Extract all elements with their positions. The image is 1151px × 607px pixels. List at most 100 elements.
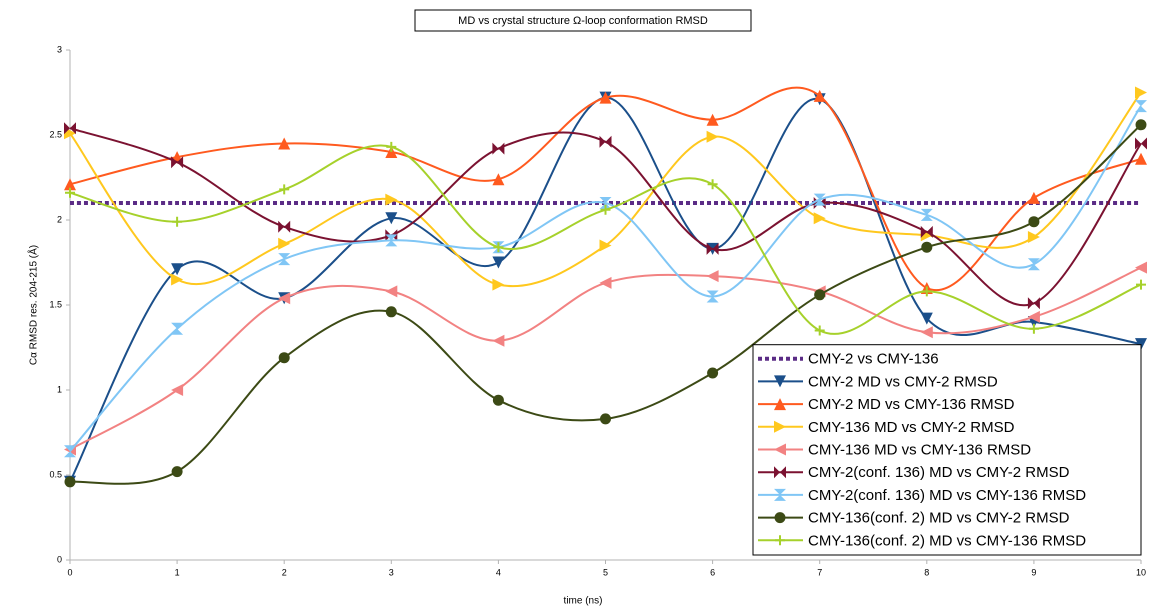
legend-label: CMY-136(conf. 2) MD vs CMY-2 RMSD [808, 510, 1070, 527]
marker [707, 367, 719, 379]
x-tick-label: 0 [67, 567, 72, 577]
marker [1028, 216, 1040, 228]
legend: CMY-2 vs CMY-136 CMY-2 MD vs CMY-2 RMSD CM… [752, 344, 1142, 556]
legend-label: CMY-2 MD vs CMY-2 RMSD [808, 373, 998, 390]
marker [920, 326, 933, 339]
legend-label: CMY-2 vs CMY-136 [808, 351, 939, 368]
x-tick-label: 1 [175, 567, 180, 577]
marker [775, 535, 785, 546]
marker [279, 184, 290, 195]
x-tick-label: 5 [603, 567, 608, 577]
marker [64, 445, 76, 458]
marker [171, 263, 184, 276]
marker [1135, 86, 1147, 99]
marker [813, 89, 826, 102]
marker [813, 212, 826, 225]
marker [171, 156, 184, 169]
y-tick-label: 1 [57, 384, 62, 394]
marker [171, 384, 184, 396]
marker [171, 466, 183, 478]
marker [278, 137, 291, 150]
marker [920, 225, 933, 238]
y-axis-label: Cα RMSD res. 204-215 (Å) [27, 245, 40, 365]
series [64, 86, 1147, 294]
chart-title: MD vs crystal structure Ω-loop conformat… [458, 15, 708, 27]
marker [1135, 152, 1147, 165]
marker [64, 178, 76, 191]
x-tick-label: 4 [496, 567, 501, 577]
legend-label: CMY-2 MD vs CMY-136 RMSD [808, 396, 1015, 413]
x-tick-label: 9 [1031, 567, 1036, 577]
marker [386, 141, 397, 152]
marker [774, 420, 786, 433]
x-tick-label: 3 [389, 567, 394, 577]
x-tick-label: 7 [817, 567, 822, 577]
legend-box [752, 344, 1142, 556]
marker [599, 91, 612, 104]
legend-label: CMY-136(conf. 2) MD vs CMY-136 RMSD [808, 532, 1086, 549]
y-tick-label: 2.5 [49, 129, 62, 139]
marker [1028, 323, 1039, 334]
line [69, 266, 1142, 451]
x-tick-label: 2 [282, 567, 287, 577]
marker [921, 241, 933, 253]
marker [774, 488, 786, 501]
line [69, 105, 1142, 452]
marker [492, 334, 505, 347]
line [69, 144, 1142, 335]
line [69, 86, 1142, 292]
marker [278, 292, 291, 305]
legend-label: CMY-2(conf. 136) MD vs CMY-136 RMSD [808, 487, 1086, 504]
series [64, 100, 1147, 458]
marker [385, 212, 398, 225]
marker [64, 476, 76, 488]
marker [278, 352, 290, 364]
marker [599, 276, 612, 289]
marker [707, 179, 718, 190]
marker [599, 197, 612, 209]
marker [920, 312, 933, 325]
marker [492, 241, 505, 254]
marker [706, 270, 719, 283]
marker [814, 289, 826, 301]
marker [921, 286, 932, 297]
marker [813, 193, 826, 206]
marker [492, 394, 504, 406]
y-tick-label: 0 [57, 554, 62, 564]
legend-label: CMY-136 MD vs CMY-2 RMSD [808, 419, 1015, 436]
legend-label: CMY-136 MD vs CMY-136 RMSD [808, 441, 1031, 458]
marker [814, 325, 825, 336]
marker [492, 256, 505, 269]
marker [172, 216, 183, 227]
marker [774, 375, 786, 388]
marker [492, 142, 505, 155]
marker [1135, 338, 1147, 351]
marker [278, 220, 291, 233]
marker [599, 135, 612, 148]
marker [1027, 297, 1040, 310]
marker [1027, 191, 1040, 204]
title-box [414, 9, 752, 32]
marker [1135, 261, 1147, 274]
marker [920, 208, 933, 221]
marker [64, 122, 76, 135]
x-tick-label: 10 [1136, 567, 1146, 577]
marker [492, 173, 505, 186]
marker [171, 322, 184, 335]
x-tick-label: 8 [924, 567, 929, 577]
marker [1027, 231, 1040, 243]
marker [706, 113, 719, 126]
marker [706, 130, 719, 143]
marker [1027, 258, 1040, 271]
x-tick-label: 6 [710, 567, 715, 577]
line [69, 127, 1142, 307]
marker [492, 278, 505, 291]
marker [1135, 137, 1147, 150]
marker [600, 413, 611, 425]
marker [706, 242, 719, 255]
marker [278, 253, 291, 266]
series [64, 86, 1147, 291]
marker [774, 443, 786, 456]
marker [599, 239, 612, 252]
